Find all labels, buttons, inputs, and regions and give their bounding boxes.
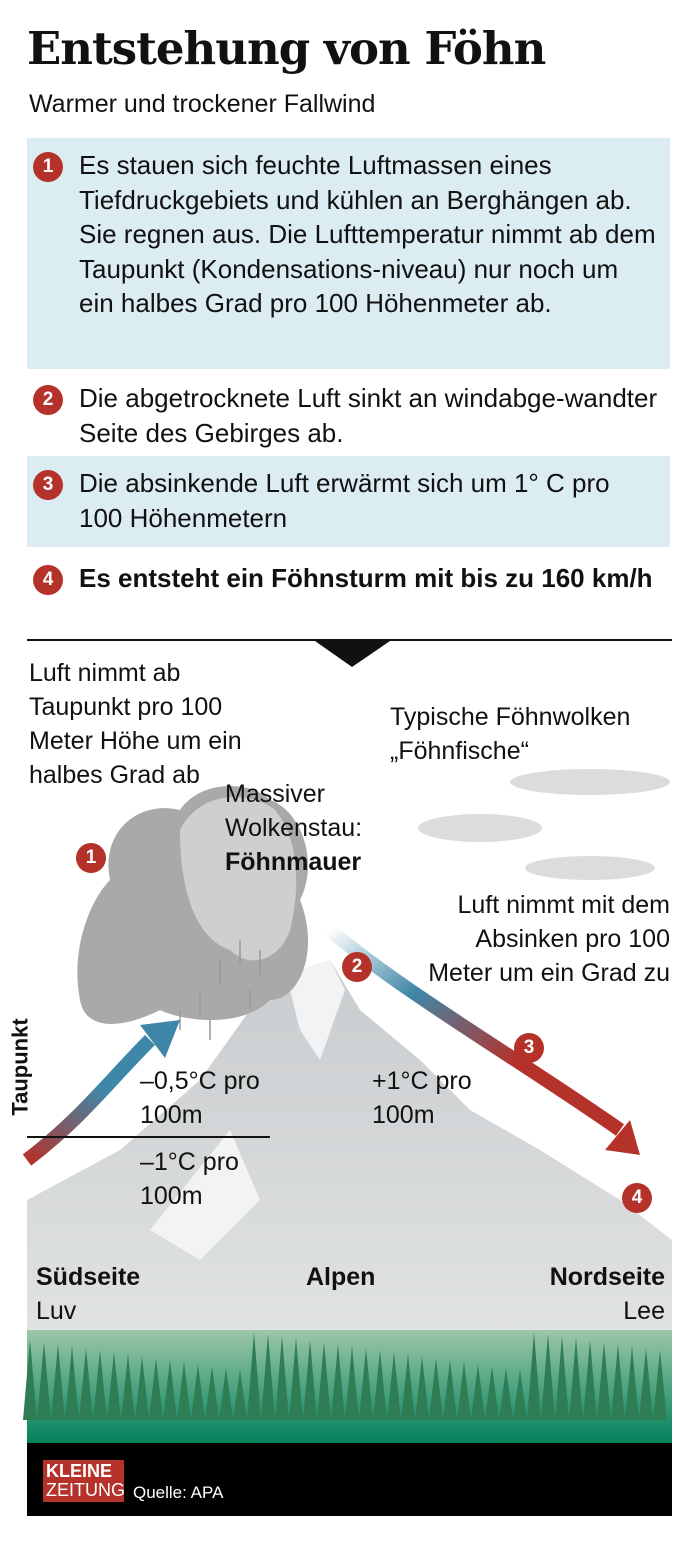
dewpoint-note: Luft nimmt ab Taupunkt pro 100 Meter Höh…: [29, 659, 242, 789]
step-number-badge: 2: [33, 385, 63, 415]
north-label: Nordseite: [549, 1263, 665, 1291]
rising-air-arrow: [22, 1035, 155, 1166]
step-text: Es stauen sich feuchte Luftmassen eines …: [79, 150, 656, 318]
source-credit: Quelle: APA: [133, 1483, 224, 1502]
arrowhead-icon: [140, 1020, 180, 1058]
marker-4: 4: [622, 1183, 652, 1213]
cloud-wall: [77, 786, 309, 1024]
north-side-label: Nordseite Lee: [550, 1260, 665, 1328]
marker-3: 3: [514, 1033, 544, 1063]
luv-label: Luv: [36, 1297, 77, 1325]
snow-patch: [150, 1130, 260, 1260]
cloud-wall-label-text: Massiver Wolkenstau:: [225, 780, 363, 842]
logo-line-2: ZEITUNG: [46, 1480, 125, 1500]
logo-line-1: KLEINE: [46, 1461, 113, 1481]
divider: [27, 639, 672, 641]
kleine-zeitung-logo: KLEINE ZEITUNG: [43, 1460, 125, 1502]
step-3: 3 Die absinkende Luft erwärmt sich um 1°…: [27, 456, 670, 547]
marker-2: 2: [342, 952, 372, 982]
rate-above-dewpoint: –0,5°C pro 100m: [140, 1067, 260, 1129]
descent-note: Luft nimmt mit dem Absinken pro 100 Mete…: [428, 891, 670, 987]
arrowhead-icon: [605, 1120, 640, 1155]
taupunkt-label: Taupunkt: [7, 1018, 33, 1116]
step-1: 1 Es stauen sich feuchte Luftmassen eine…: [27, 138, 670, 369]
foehn-clouds-label: Typische Föhnwolken „Föhnfische“: [390, 703, 631, 765]
alps-label: Alpen: [306, 1263, 376, 1291]
step-number-badge: 1: [33, 152, 63, 182]
pointer-triangle: [315, 641, 390, 667]
tree-icons: [23, 1332, 667, 1420]
south-side-label: Südseite Luv: [36, 1260, 140, 1328]
step-text: Die absinkende Luft erwärmt sich um 1° C…: [79, 468, 610, 533]
footer: [27, 1443, 672, 1516]
rate-lee: +1°C pro 100m: [372, 1067, 472, 1129]
step-2: 2 Die abgetrocknete Luft sinkt an windab…: [27, 371, 670, 453]
foehn-fish-clouds: [418, 769, 670, 880]
subtitle: Warmer und trockener Fallwind: [29, 90, 376, 118]
cloud-wall-label-bold: Föhnmauer: [225, 848, 362, 876]
step-text: Die abgetrocknete Luft sinkt an windabge…: [79, 383, 658, 448]
page-title: Entstehung von Föhn: [27, 22, 546, 75]
step-number-badge: 4: [33, 565, 63, 595]
snow-cap: [290, 960, 345, 1060]
marker-1: 1: [76, 843, 106, 873]
south-label: Südseite: [36, 1263, 141, 1291]
rain: [179, 940, 261, 1040]
step-4: 4 Es entsteht ein Föhnsturm mit bis zu 1…: [27, 551, 670, 633]
lee-label: Lee: [623, 1297, 665, 1325]
step-text: Es entsteht ein Föhnsturm mit bis zu 160…: [79, 563, 653, 593]
rate-below-dewpoint: –1°C pro 100m: [140, 1148, 239, 1210]
step-number-badge: 3: [33, 470, 63, 500]
mountain-icon: [27, 960, 672, 1400]
cloud-wall-label: Massiver Wolkenstau: Föhnmauer: [225, 777, 405, 879]
